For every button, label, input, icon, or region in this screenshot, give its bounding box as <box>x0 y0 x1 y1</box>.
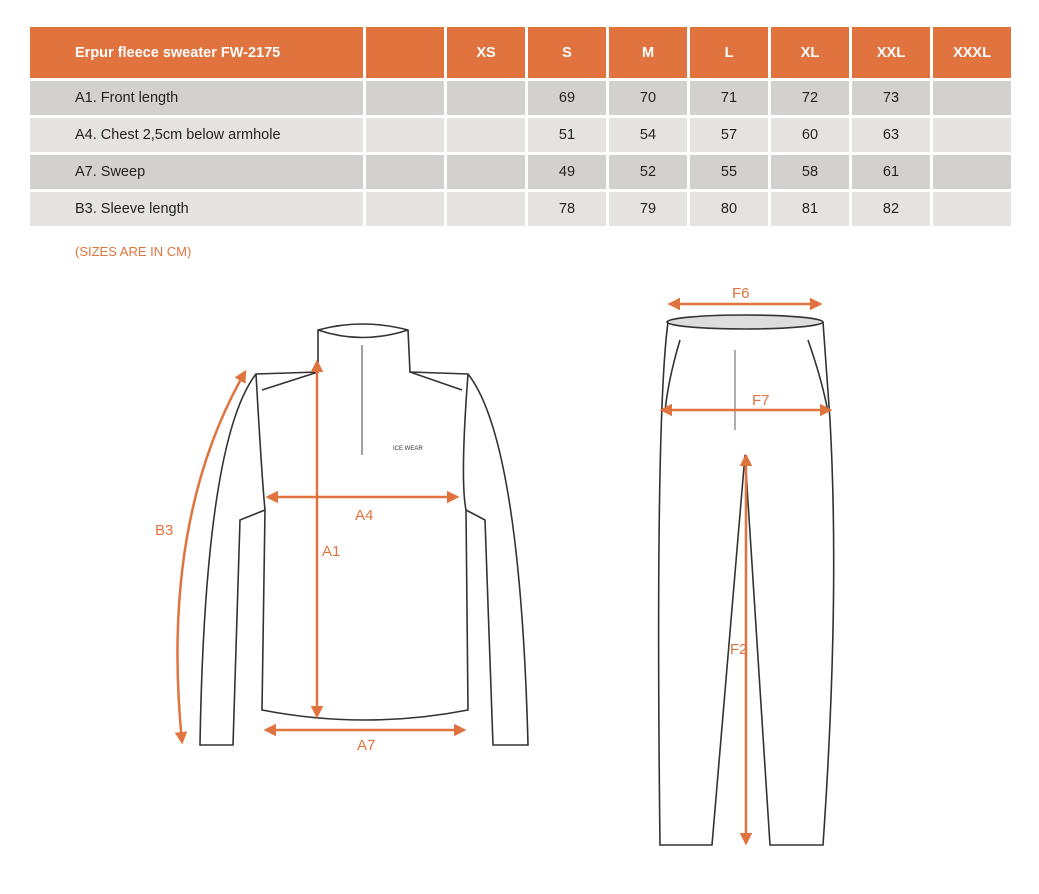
table-row: B3. Sleeve length 78 79 80 81 82 <box>30 192 1011 226</box>
a4-label: A4 <box>355 507 373 524</box>
measurement-value: 82 <box>852 192 930 226</box>
measurement-value <box>933 155 1011 189</box>
measurement-value: 52 <box>609 155 687 189</box>
measurement-value: 79 <box>609 192 687 226</box>
size-header: XXL <box>852 27 930 78</box>
brand-logo: ICE WEAR <box>393 446 423 452</box>
table-row: A7. Sweep 49 52 55 58 61 <box>30 155 1011 189</box>
b3-label: B3 <box>155 522 173 539</box>
measurement-value <box>447 192 525 226</box>
measurement-value: 78 <box>528 192 606 226</box>
table-row: A1. Front length 69 70 71 72 73 <box>30 81 1011 115</box>
a7-label: A7 <box>357 737 375 754</box>
measurement-value: 63 <box>852 118 930 152</box>
measurement-value <box>447 81 525 115</box>
measurement-value: 80 <box>690 192 768 226</box>
measurement-value: 49 <box>528 155 606 189</box>
measurement-value: 51 <box>528 118 606 152</box>
measurement-value <box>447 118 525 152</box>
table-header: Erpur fleece sweater FW-2175 XS S M L XL… <box>30 27 1011 78</box>
measurement-value: 60 <box>771 118 849 152</box>
measurement-value: 69 <box>528 81 606 115</box>
size-chart-table: Erpur fleece sweater FW-2175 XS S M L XL… <box>27 24 1014 229</box>
measurement-value: 73 <box>852 81 930 115</box>
measurement-value: 57 <box>690 118 768 152</box>
size-header: M <box>609 27 687 78</box>
blank-header <box>366 27 444 78</box>
measurement-value: 70 <box>609 81 687 115</box>
size-header: XS <box>447 27 525 78</box>
measurement-value <box>933 81 1011 115</box>
size-header: L <box>690 27 768 78</box>
measurement-value: 71 <box>690 81 768 115</box>
blank-cell <box>366 118 444 152</box>
f2-label: F2 <box>730 641 748 658</box>
measurement-label: A4. Chest 2,5cm below armhole <box>30 118 363 152</box>
b3-arrow <box>174 369 247 745</box>
measurement-value: 81 <box>771 192 849 226</box>
blank-cell <box>366 155 444 189</box>
measurement-label: B3. Sleeve length <box>30 192 363 226</box>
measurement-value: 58 <box>771 155 849 189</box>
measurement-value <box>933 192 1011 226</box>
table-row: A4. Chest 2,5cm below armhole 51 54 57 60 63 <box>30 118 1011 152</box>
sweater-illustration <box>199 323 529 746</box>
measurement-value: 54 <box>609 118 687 152</box>
measurement-value <box>933 118 1011 152</box>
measurement-value: 55 <box>690 155 768 189</box>
measurement-label: A7. Sweep <box>30 155 363 189</box>
size-header: S <box>528 27 606 78</box>
f6-label: F6 <box>732 285 750 302</box>
a1-label: A1 <box>322 543 340 560</box>
measurement-value <box>447 155 525 189</box>
measurement-value: 61 <box>852 155 930 189</box>
size-header: XL <box>771 27 849 78</box>
blank-cell <box>366 192 444 226</box>
measurement-label: A1. Front length <box>30 81 363 115</box>
product-title: Erpur fleece sweater FW-2175 <box>30 27 363 78</box>
units-note: (SIZES ARE IN CM) <box>75 244 192 259</box>
f7-label: F7 <box>752 392 770 409</box>
measurement-value: 72 <box>771 81 849 115</box>
size-header: XXXL <box>933 27 1011 78</box>
blank-cell <box>366 81 444 115</box>
